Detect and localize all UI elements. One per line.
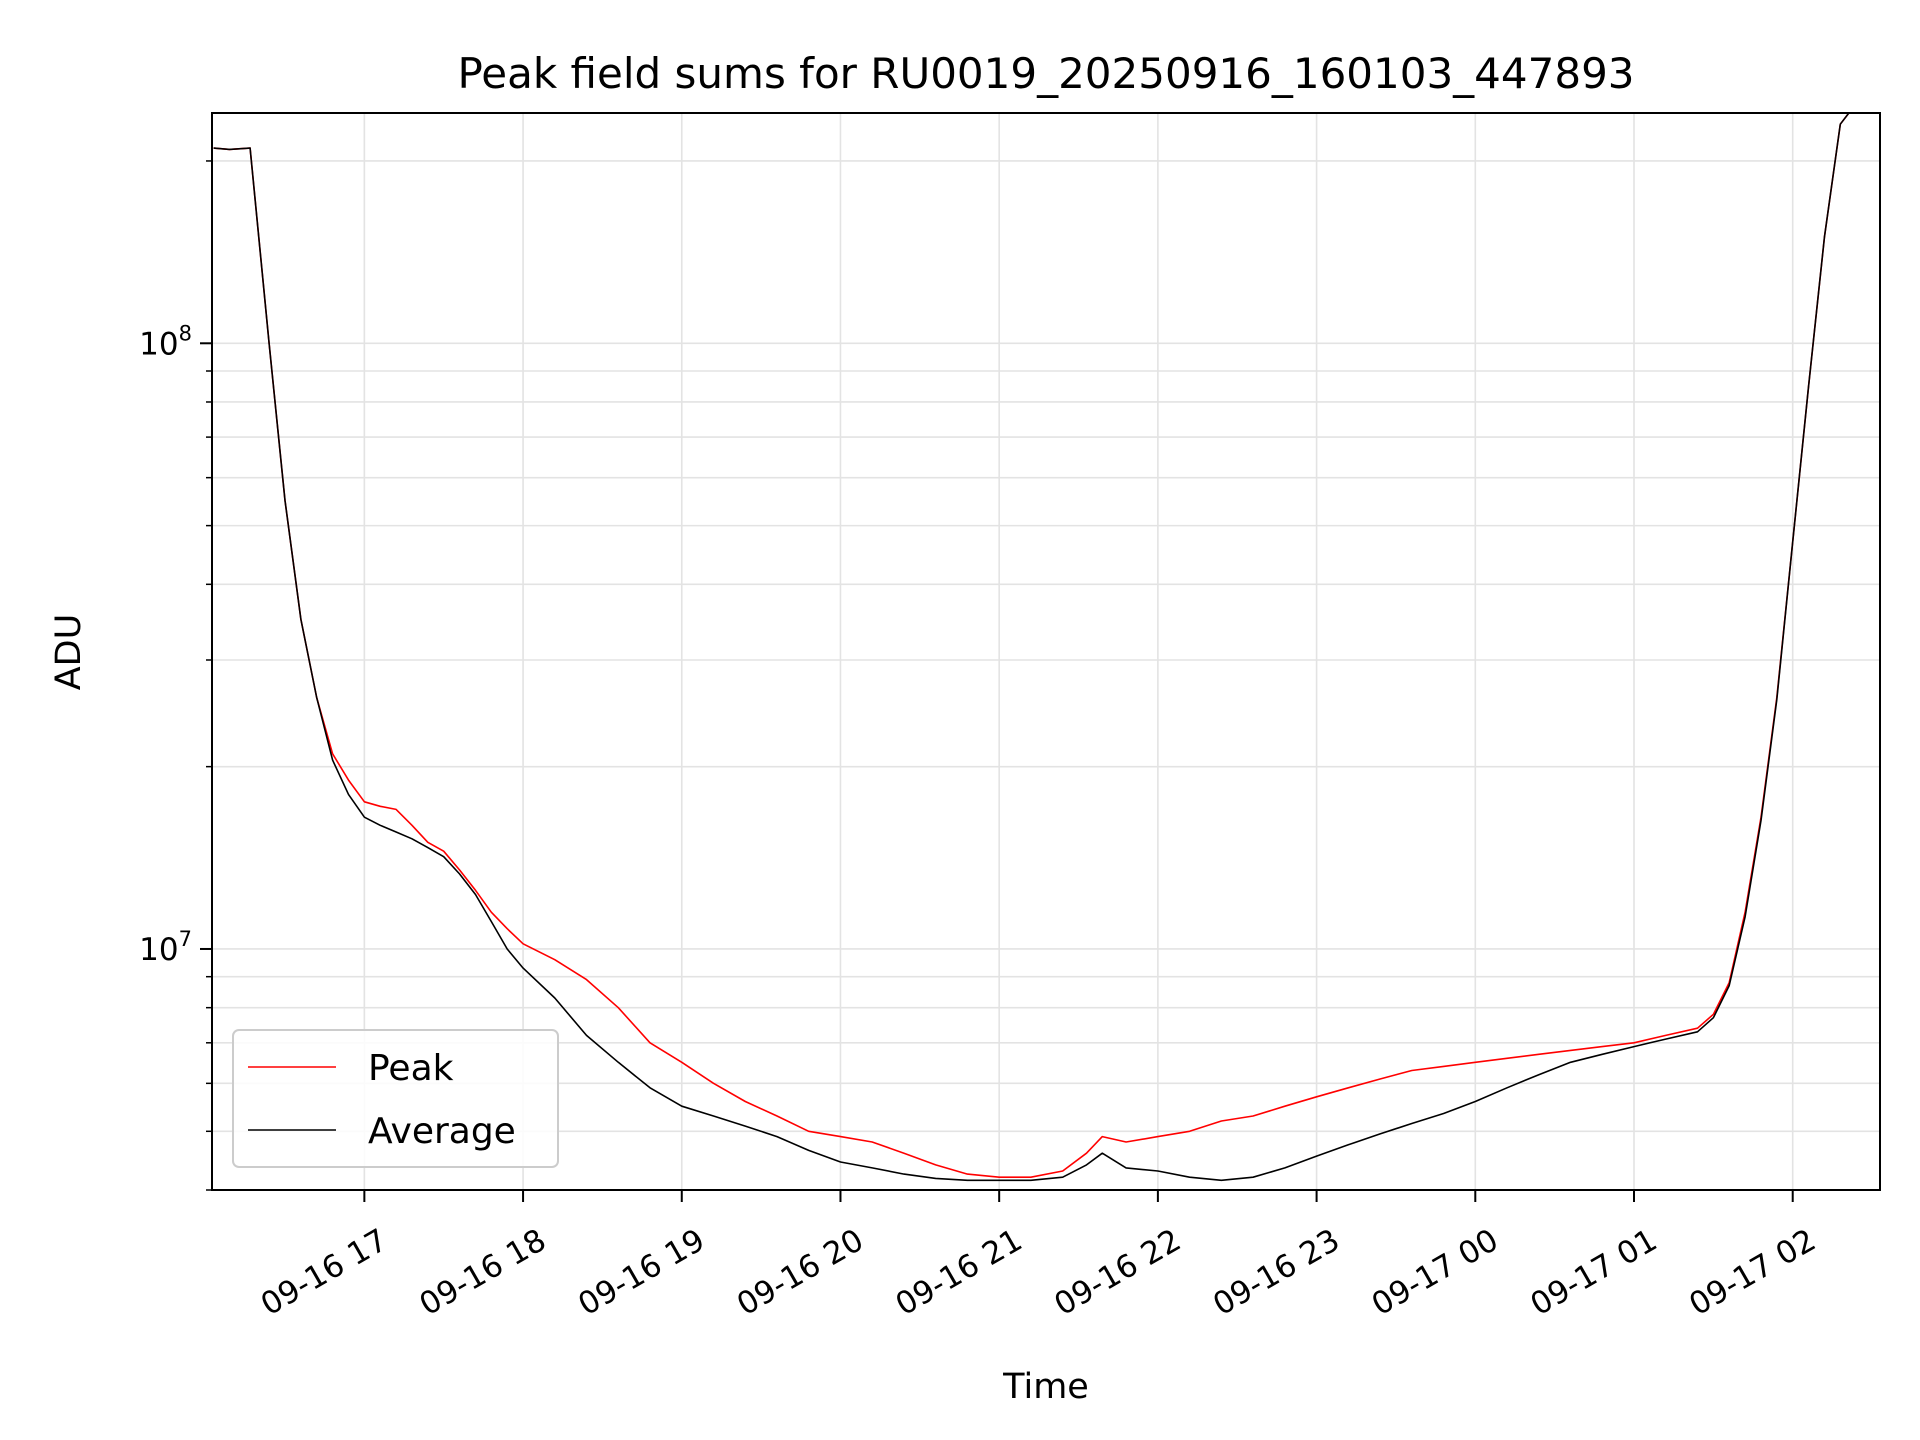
x-tick-label: 09-16 17: [255, 1222, 394, 1323]
x-tick-label: 09-16 22: [1048, 1222, 1187, 1323]
grid: [212, 113, 1880, 1191]
series-line-peak: [213, 113, 1850, 1178]
y-axis: 107 108: [139, 160, 212, 1191]
y-tick-label: 107: [139, 927, 192, 968]
legend-label-peak: Peak: [368, 1048, 454, 1089]
x-tick-label: 09-16 19: [572, 1222, 711, 1323]
legend: Peak Average: [232, 1029, 559, 1168]
x-tick-label: 09-17 00: [1366, 1222, 1505, 1323]
x-tick-label: 09-16 23: [1207, 1222, 1346, 1323]
x-tick-label: 09-16 20: [731, 1222, 870, 1323]
plot-frame: [211, 112, 1881, 1191]
y-tick-label: 108: [139, 321, 192, 362]
x-axis: 09-16 17 09-16 18 09-16 19 09-16 20 09-16 21…: [255, 1190, 1822, 1323]
x-tick-label: 09-17 02: [1683, 1222, 1822, 1323]
x-tick-label: 09-16 21: [890, 1222, 1029, 1323]
series-layer: [213, 113, 1850, 1182]
series-line-average: [213, 113, 1850, 1182]
legend-box: [232, 1029, 559, 1168]
x-axis-title: Time: [1002, 1367, 1089, 1407]
x-tick-label: 09-16 18: [414, 1222, 553, 1323]
chart-title: Peak field sums for RU0019_20250916_1601…: [457, 49, 1634, 98]
y-axis-title: ADU: [49, 614, 89, 691]
x-tick-label: 09-17 01: [1524, 1222, 1663, 1323]
legend-label-average: Average: [368, 1111, 516, 1152]
